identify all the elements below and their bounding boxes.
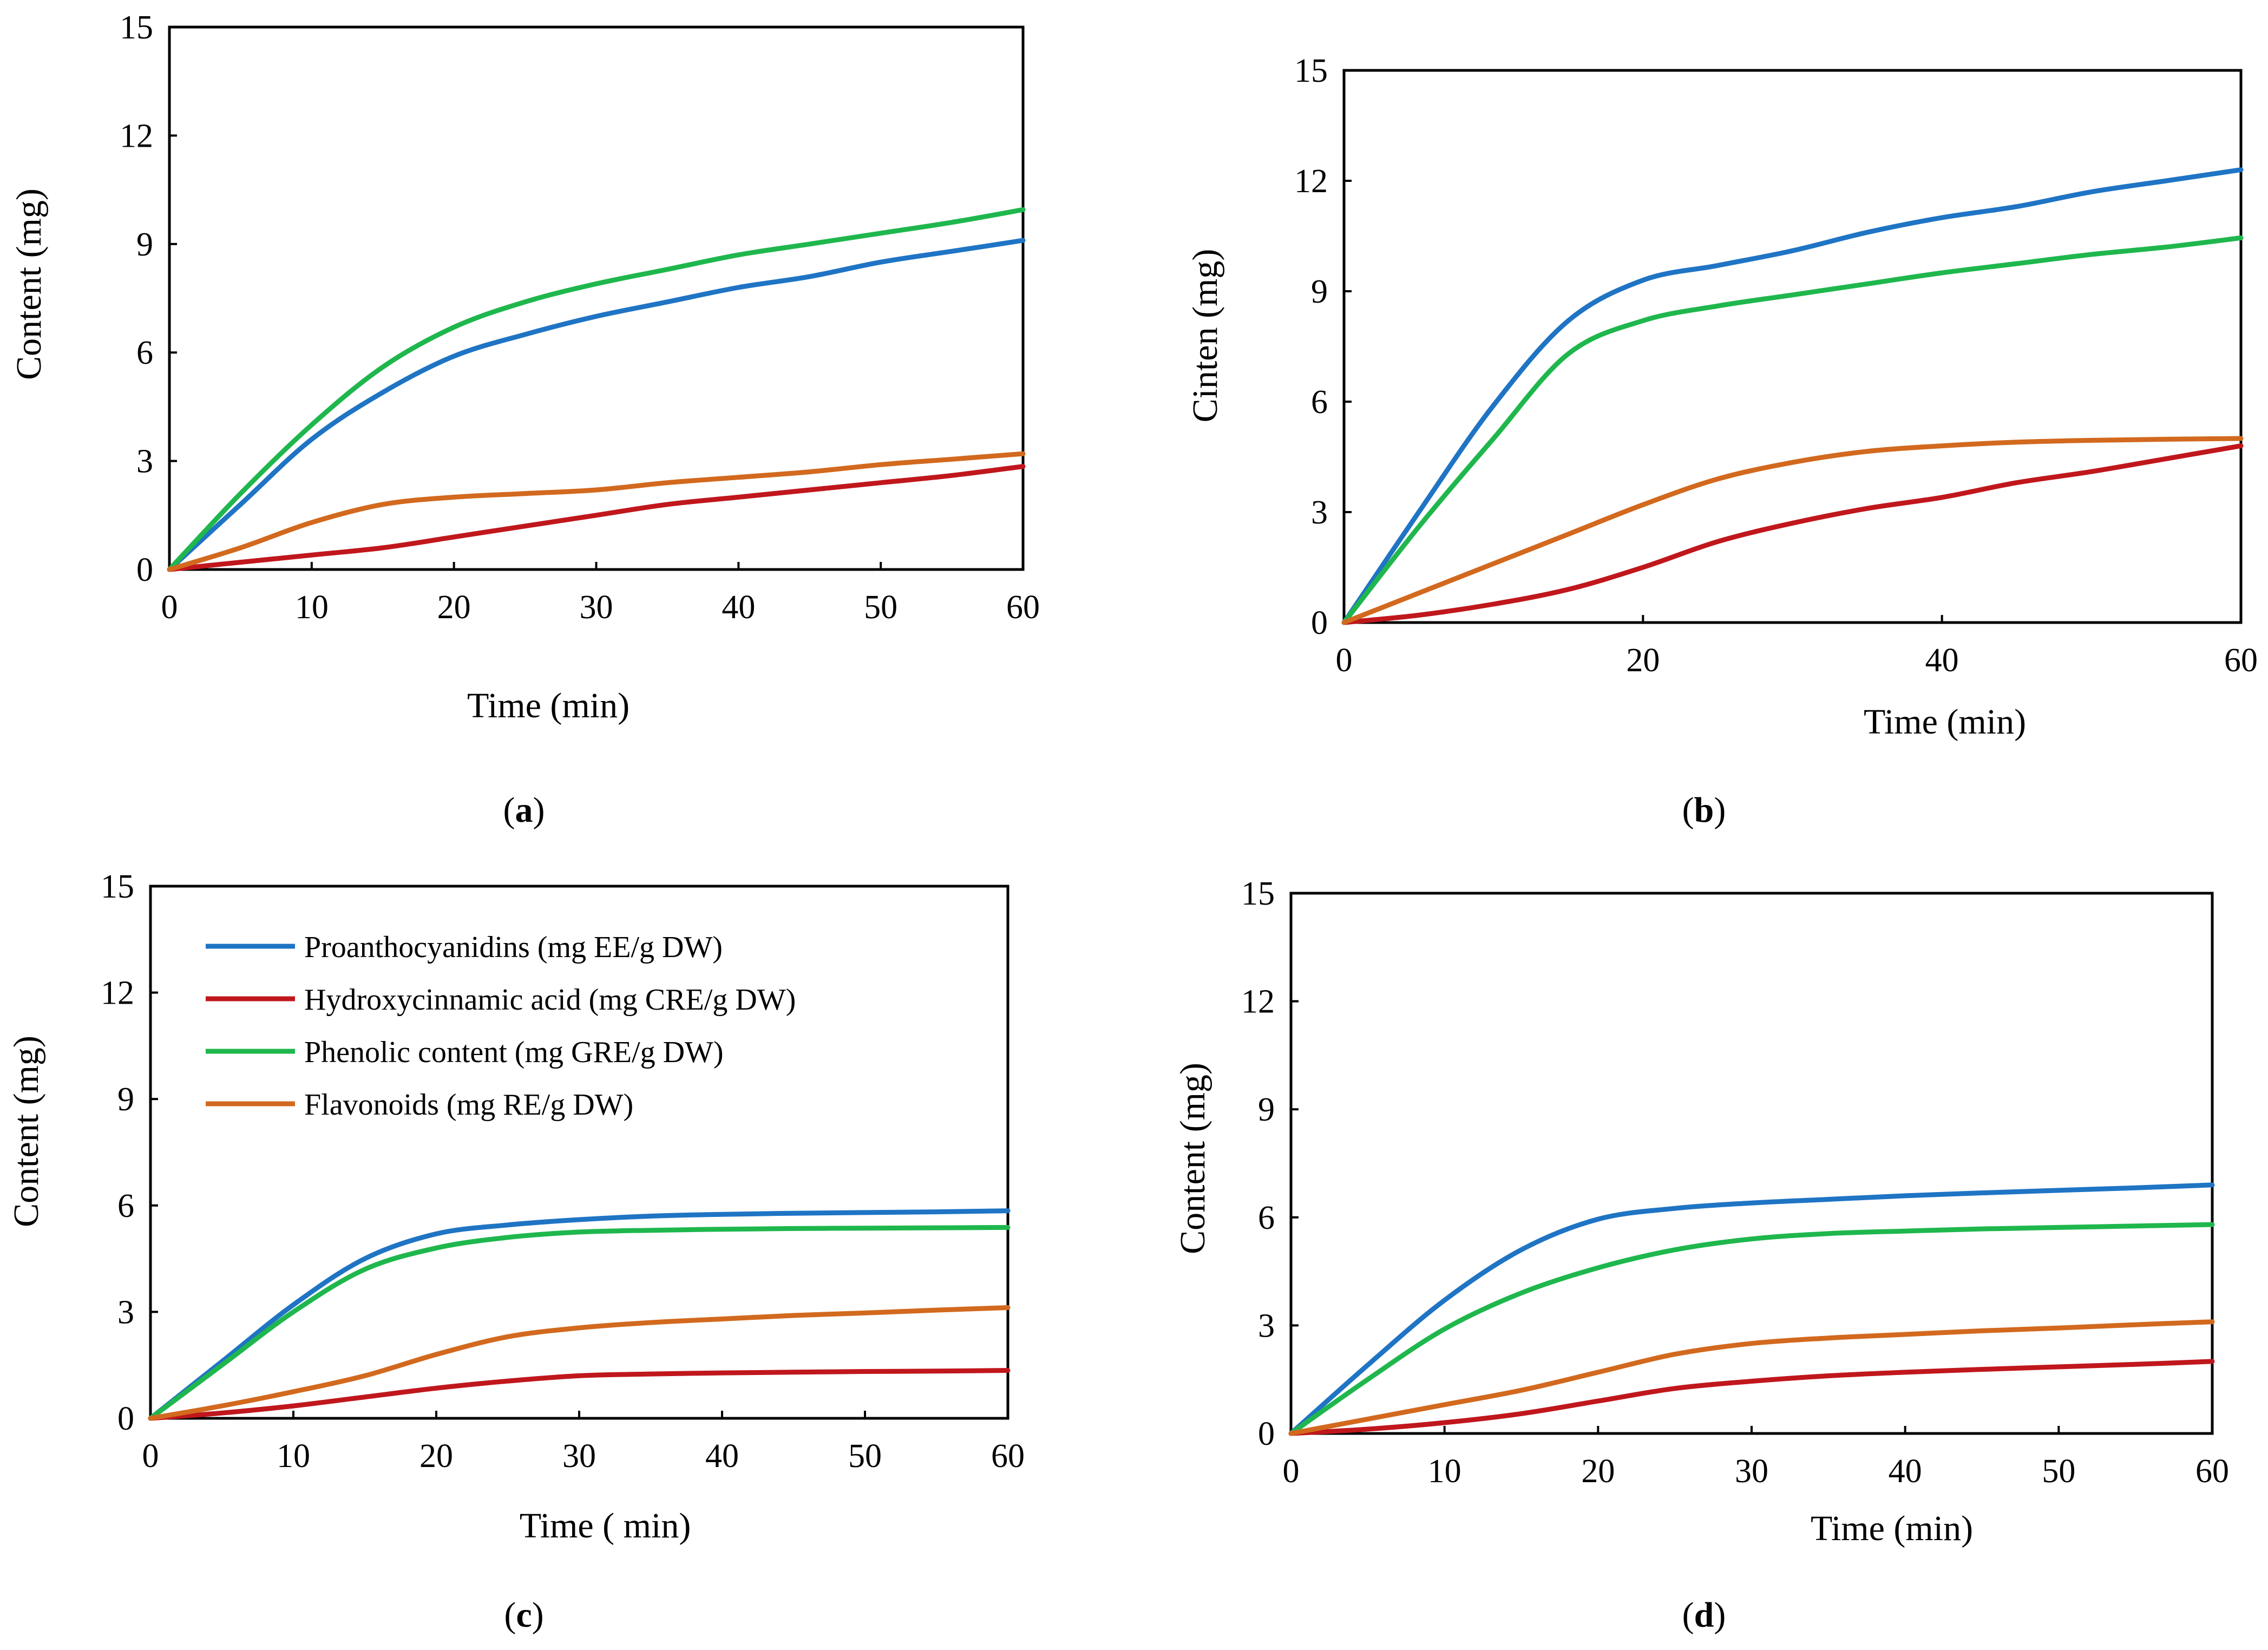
series-line-flavonoids-d xyxy=(1288,1319,2215,1436)
series-line-flavonoids-b xyxy=(1341,436,2244,625)
plot-frame-c xyxy=(149,885,1010,1420)
legend-item-proanthocyanidins: Proanthocyanidins (mg EE/g DW) xyxy=(206,931,723,964)
legend-item-phenolic: Phenolic content (mg GRE/g DW) xyxy=(206,1036,724,1069)
legend-item-flavonoids: Flavonoids (mg RE/g DW) xyxy=(206,1088,633,1122)
legend-label-hydroxycinnamic: Hydroxycinnamic acid (mg CRE/g DW) xyxy=(304,983,796,1017)
x-tick-label-d: 60 xyxy=(2195,1453,2229,1490)
plot-frame-d xyxy=(1289,892,2214,1435)
x-tick-label-b: 0 xyxy=(1336,642,1353,679)
plot-frame-b xyxy=(1342,69,2243,624)
series-line-phenolic-b xyxy=(1341,235,2244,625)
y-tick-label-d: 12 xyxy=(1241,984,1275,1020)
x-tick-label-a: 20 xyxy=(437,589,471,626)
x-tick-label-d: 40 xyxy=(1889,1453,1922,1490)
y-tick-label-a: 12 xyxy=(120,117,153,154)
x-axis-title-d: Time (min) xyxy=(1811,1509,1973,1548)
x-tick-label-c: 20 xyxy=(419,1438,453,1475)
x-tick-label-a: 30 xyxy=(580,589,613,626)
x-tick-label-a: 0 xyxy=(161,589,178,626)
x-tick-label-b: 20 xyxy=(1626,642,1660,679)
chart-panel-d: Content (mg) Time (min) (d) 0 3 6 9 12 15 0 10 2… xyxy=(1173,875,2229,1635)
series-line-phenolic-d xyxy=(1288,1222,2215,1436)
y-axis-title-c: Content (mg) xyxy=(6,1036,46,1227)
x-tick-label-c: 40 xyxy=(705,1438,739,1475)
x-tick-label-c: 50 xyxy=(848,1438,882,1475)
x-tick-label-c: 30 xyxy=(562,1438,596,1475)
y-tick-label-d: 9 xyxy=(1258,1091,1275,1128)
y-tick-label-d: 3 xyxy=(1258,1307,1275,1344)
x-tick-label-d: 10 xyxy=(1428,1453,1461,1490)
x-tick-label-a: 40 xyxy=(722,589,755,626)
series-line-hydroxycinnamic-c xyxy=(148,1368,1011,1421)
y-tick-label-a: 3 xyxy=(136,443,153,480)
x-tick-label-b: 40 xyxy=(1925,642,1959,679)
y-tick-label-b: 15 xyxy=(1294,53,1328,89)
y-tick-label-b: 6 xyxy=(1311,384,1328,421)
x-tick-label-c: 10 xyxy=(277,1438,310,1475)
series-line-proanthocyanidins-a xyxy=(167,238,1026,572)
y-tick-label-b: 9 xyxy=(1311,273,1328,310)
x-tick-label-a: 50 xyxy=(864,589,897,626)
series-line-flavonoids-a xyxy=(167,451,1026,572)
panel-caption-c: (c) xyxy=(504,1595,543,1635)
y-tick-label-c: 3 xyxy=(117,1294,134,1331)
panel-caption-b: (b) xyxy=(1682,790,1726,830)
chart-panel-c: Content (mg) Time ( min) (c) 0 3 6 9 12 15 0 10… xyxy=(6,868,1025,1635)
panel-caption-a: (a) xyxy=(503,790,545,830)
chart-panel-a: Content (mg) Time (min) (a) 0 3 6 9 12 15 0 10 2… xyxy=(9,9,1040,830)
y-tick-label-d: 15 xyxy=(1241,875,1275,912)
y-tick-label-a: 15 xyxy=(120,9,153,46)
y-tick-label-c: 12 xyxy=(101,975,134,1012)
y-tick-label-c: 0 xyxy=(117,1400,134,1437)
series-line-hydroxycinnamic-d xyxy=(1288,1359,2215,1436)
x-axis-title-b: Time (min) xyxy=(1864,702,2026,742)
x-tick-label-a: 60 xyxy=(1006,589,1040,626)
series-line-hydroxycinnamic-b xyxy=(1341,443,2244,625)
legend-label-flavonoids: Flavonoids (mg RE/g DW) xyxy=(304,1088,633,1122)
x-tick-label-d: 50 xyxy=(2042,1453,2075,1490)
legend-label-proanthocyanidins: Proanthocyanidins (mg EE/g DW) xyxy=(304,931,723,964)
panel-caption-d: (d) xyxy=(1682,1595,1726,1635)
y-tick-label-b: 3 xyxy=(1311,494,1328,531)
x-axis-title-a: Time (min) xyxy=(467,686,630,725)
x-tick-label-d: 20 xyxy=(1581,1453,1615,1490)
series-line-proanthocyanidins-d xyxy=(1288,1182,2215,1436)
y-tick-label-c: 9 xyxy=(117,1081,134,1118)
x-tick-label-b: 60 xyxy=(2224,642,2258,679)
y-tick-label-b: 12 xyxy=(1294,163,1328,200)
y-tick-label-a: 6 xyxy=(136,335,153,371)
chart-panel-b: Cinten (mg) Time (min) (b) 0 3 6 9 12 15 0 20 40… xyxy=(1185,53,2258,830)
x-tick-label-c: 60 xyxy=(991,1438,1025,1475)
y-tick-label-d: 0 xyxy=(1258,1416,1275,1452)
x-tick-label-d: 0 xyxy=(1283,1453,1300,1490)
y-tick-label-c: 6 xyxy=(117,1188,134,1225)
legend-item-hydroxycinnamic: Hydroxycinnamic acid (mg CRE/g DW) xyxy=(206,983,796,1017)
x-tick-label-a: 10 xyxy=(295,589,329,626)
y-axis-title-d: Content (mg) xyxy=(1173,1063,1212,1254)
series-line-phenolic-a xyxy=(167,207,1026,572)
series-line-flavonoids-c xyxy=(148,1305,1011,1421)
series-line-hydroxycinnamic-a xyxy=(167,464,1026,572)
legend: Proanthocyanidins (mg EE/g DW) Hydroxyci… xyxy=(206,931,796,1122)
y-axis-title-a: Content (mg) xyxy=(9,188,49,380)
y-tick-label-b: 0 xyxy=(1311,605,1328,641)
y-tick-label-a: 9 xyxy=(136,226,153,263)
x-tick-label-d: 30 xyxy=(1735,1453,1768,1490)
series-line-proanthocyanidins-b xyxy=(1341,167,2244,625)
legend-label-phenolic: Phenolic content (mg GRE/g DW) xyxy=(304,1036,724,1069)
series-line-phenolic-c xyxy=(148,1225,1011,1421)
y-axis-title-b: Cinten (mg) xyxy=(1185,249,1225,423)
x-axis-title-c: Time ( min) xyxy=(520,1506,691,1546)
y-tick-label-a: 0 xyxy=(136,552,153,588)
series-line-proanthocyanidins-c xyxy=(148,1208,1011,1421)
x-tick-label-c: 0 xyxy=(142,1438,159,1475)
y-tick-label-c: 15 xyxy=(101,868,134,905)
y-tick-label-d: 6 xyxy=(1258,1200,1275,1236)
